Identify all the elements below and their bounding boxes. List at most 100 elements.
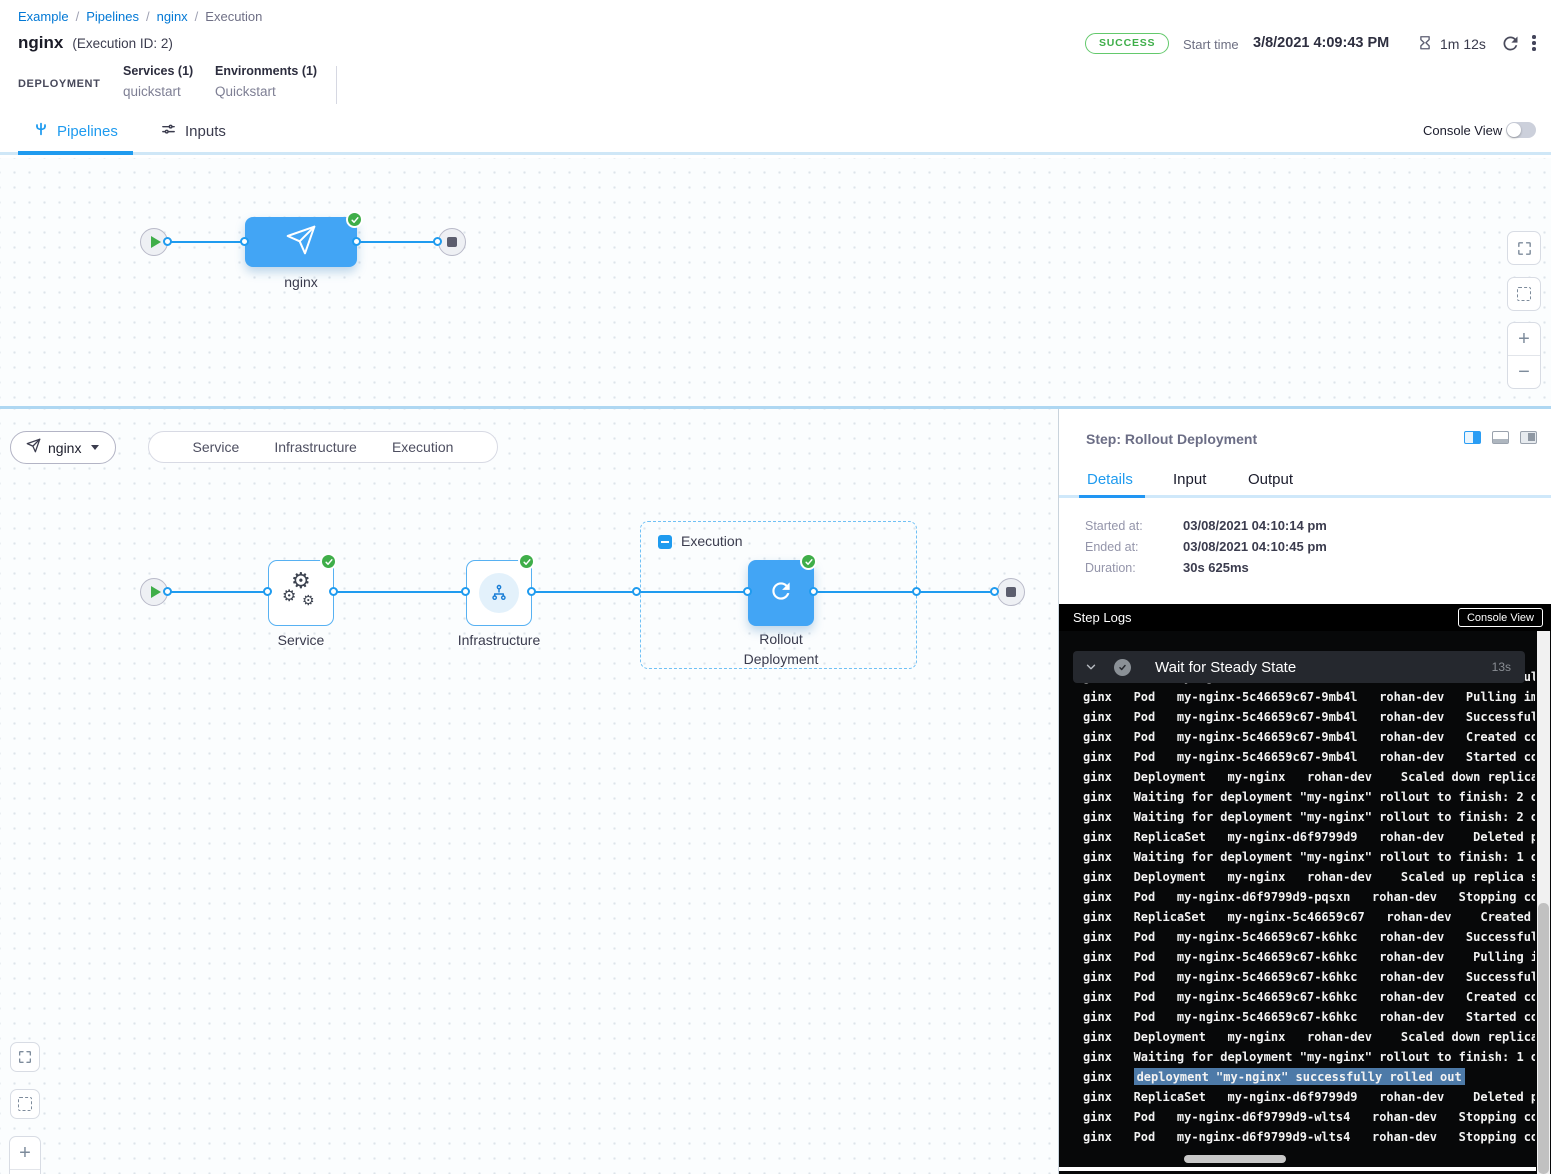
log-line: ginx Waiting for deployment "my-nginx" r… xyxy=(1083,847,1535,867)
tab-inputs[interactable]: Inputs xyxy=(160,121,226,142)
log-section-header[interactable]: Wait for Steady State 13s xyxy=(1073,651,1525,683)
tab-details[interactable]: Details xyxy=(1087,471,1133,488)
zoom-out-button[interactable]: − xyxy=(10,1170,40,1174)
hourglass-icon xyxy=(1416,34,1434,53)
layout-right-panel-icon[interactable] xyxy=(1464,431,1481,444)
vertical-scrollbar-track[interactable] xyxy=(1537,631,1550,1174)
connector-dot xyxy=(632,587,641,596)
tab-divider xyxy=(1059,495,1551,498)
step-label-rollout-line1: Rollout xyxy=(759,631,803,647)
zoom-controls: + − xyxy=(9,1136,41,1174)
services-value: quickstart xyxy=(123,84,181,99)
marquee-select-button[interactable] xyxy=(1507,277,1541,311)
connector-dot xyxy=(527,587,536,596)
step-details-panel: Step: Rollout Deployment Details Input O… xyxy=(1058,409,1551,1174)
tab-service[interactable]: Service xyxy=(192,439,240,455)
collapse-group-button[interactable] xyxy=(658,535,672,549)
zoom-in-button[interactable]: + xyxy=(19,1141,31,1164)
log-line: ginx Waiting for deployment "my-nginx" r… xyxy=(1083,1047,1535,1067)
log-line: ginx Pod my-nginx-5c46659c67-9mb4l rohan… xyxy=(1083,707,1535,727)
play-icon xyxy=(151,586,161,598)
log-line: ginx Pod my-nginx-5c46659c67-k6hkc rohan… xyxy=(1083,947,1535,967)
log-text: ginx Pod my-nginx-5c46659c67-9mb4l rohan… xyxy=(1083,690,1535,704)
tab-infrastructure[interactable]: Infrastructure xyxy=(274,439,357,455)
stage-selector-dropdown[interactable]: nginx xyxy=(10,431,116,464)
log-line: ginx Pod my-nginx-5c46659c67-k6hkc rohan… xyxy=(1083,967,1535,987)
page-title: nginx xyxy=(18,33,64,52)
play-icon xyxy=(151,236,161,248)
marquee-select-button[interactable] xyxy=(10,1089,40,1119)
active-tab-underline xyxy=(1079,495,1145,498)
tab-pipelines[interactable]: Pipelines xyxy=(33,121,118,141)
detail-value: 03/08/2021 04:10:14 pm xyxy=(1183,518,1327,533)
detail-value: 03/08/2021 04:10:45 pm xyxy=(1183,539,1327,554)
environments-label: Environments (1) xyxy=(215,64,318,78)
log-text: ginx Pod my-nginx-5c46659c67-9mb4l rohan… xyxy=(1083,750,1535,764)
zoom-out-button[interactable]: − xyxy=(1518,360,1530,383)
breadcrumb-link-example[interactable]: Example xyxy=(18,9,69,24)
detail-label: Started at: xyxy=(1085,518,1143,533)
detail-row: Started at: 03/08/2021 04:10:14 pm xyxy=(1085,515,1327,536)
log-text: ginx Pod my-nginx-d6f9799d9-wlts4 rohan-… xyxy=(1083,1130,1535,1144)
step-details-list: Started at: 03/08/2021 04:10:14 pm Ended… xyxy=(1085,515,1327,578)
tab-output[interactable]: Output xyxy=(1248,471,1294,488)
chevron-down-icon[interactable] xyxy=(1084,660,1098,674)
console-view-button[interactable]: Console View xyxy=(1457,608,1543,627)
fit-to-screen-button[interactable] xyxy=(10,1042,40,1072)
log-text: ginx Waiting for deployment "my-nginx" r… xyxy=(1083,850,1535,864)
divider xyxy=(1508,355,1540,356)
more-options-button[interactable] xyxy=(1529,35,1539,53)
panel-layout-switcher xyxy=(1464,431,1537,444)
detail-row: Duration: 30s 625ms xyxy=(1085,557,1327,578)
pipeline-end-node xyxy=(438,228,466,256)
log-line: ginx Pod my-nginx-5c46659c67-9mb4l rohan… xyxy=(1083,687,1535,707)
console-view-toggle[interactable] xyxy=(1506,122,1536,138)
log-text: ginx Pod my-nginx-5c46659c67-k6hkc rohan… xyxy=(1083,990,1535,1004)
pipeline-icon xyxy=(33,121,49,141)
breadcrumb-separator: / xyxy=(194,9,199,24)
breadcrumb-link-nginx[interactable]: nginx xyxy=(156,9,188,24)
connector-dot xyxy=(352,237,361,246)
log-line: ginx ReplicaSet my-nginx-d6f9799d9 rohan… xyxy=(1083,827,1535,847)
paper-plane-icon xyxy=(26,438,41,458)
step-logs-bar: Step Logs Console View xyxy=(1059,604,1551,631)
gears-icon: ⚙ ⚙ ⚙ xyxy=(282,568,315,608)
log-line: ginx Pod my-nginx-d6f9799d9-wlts4 rohan-… xyxy=(1083,1127,1535,1147)
breadcrumb-separator: / xyxy=(145,9,150,24)
stage-canvas: nginx Service Infrastructure Execution ⚙… xyxy=(0,409,1059,1174)
log-text: ginx Pod my-nginx-d6f9799d9-pqsxn rohan-… xyxy=(1083,890,1535,904)
layout-bottom-panel-icon[interactable] xyxy=(1492,431,1509,444)
stage-node-nginx[interactable] xyxy=(245,217,357,267)
log-line: ginx ReplicaSet my-nginx-d6f9799d9 rohan… xyxy=(1083,1087,1535,1107)
stop-icon xyxy=(446,236,457,247)
start-time-value: 3/8/2021 4:09:43 PM xyxy=(1253,35,1390,51)
log-line: ginx Pod my-nginx-5c46659c67-k6hkc rohan… xyxy=(1083,1007,1535,1027)
layout-minimize-panel-icon[interactable] xyxy=(1520,431,1537,444)
step-node-rollout-deployment[interactable] xyxy=(748,560,814,626)
log-line: ginx ReplicaSet my-nginx-5c46659c67 roha… xyxy=(1083,907,1535,927)
deployment-label: DEPLOYMENT xyxy=(18,78,101,90)
log-text: ginx Waiting for deployment "my-nginx" r… xyxy=(1083,1050,1535,1064)
duration-value: 1m 12s xyxy=(1440,36,1486,52)
status-badge: SUCCESS xyxy=(1085,33,1170,54)
fit-to-screen-button[interactable] xyxy=(1507,231,1541,265)
tab-execution[interactable]: Execution xyxy=(391,439,454,455)
log-line: ginx Pod my-nginx-5c46659c67-k6hkc rohan… xyxy=(1083,927,1535,947)
services-label: Services (1) xyxy=(123,64,194,78)
tab-input[interactable]: Input xyxy=(1173,471,1207,488)
vertical-scrollbar-thumb[interactable] xyxy=(1538,903,1549,1174)
refresh-button[interactable] xyxy=(1500,33,1522,55)
marquee-icon xyxy=(18,1097,32,1111)
horizontal-scrollbar[interactable] xyxy=(1184,1155,1286,1163)
step-node-infrastructure[interactable] xyxy=(466,560,532,626)
zoom-in-button[interactable]: + xyxy=(1518,327,1530,350)
breadcrumb-link-pipelines[interactable]: Pipelines xyxy=(86,9,139,24)
log-text: ginx Pod my-nginx-5c46659c67-9mb4l rohan… xyxy=(1083,710,1535,724)
divider xyxy=(10,1169,40,1170)
step-label-service: Service xyxy=(277,632,325,648)
log-line: ginx Deployment my-nginx rohan-dev Scale… xyxy=(1083,1027,1535,1047)
step-node-service[interactable]: ⚙ ⚙ ⚙ xyxy=(268,560,334,626)
environments-summary: Environments (1) Quickstart xyxy=(215,64,317,99)
execution-id: (Execution ID: 2) xyxy=(72,36,173,51)
active-tab-underline xyxy=(18,151,133,155)
